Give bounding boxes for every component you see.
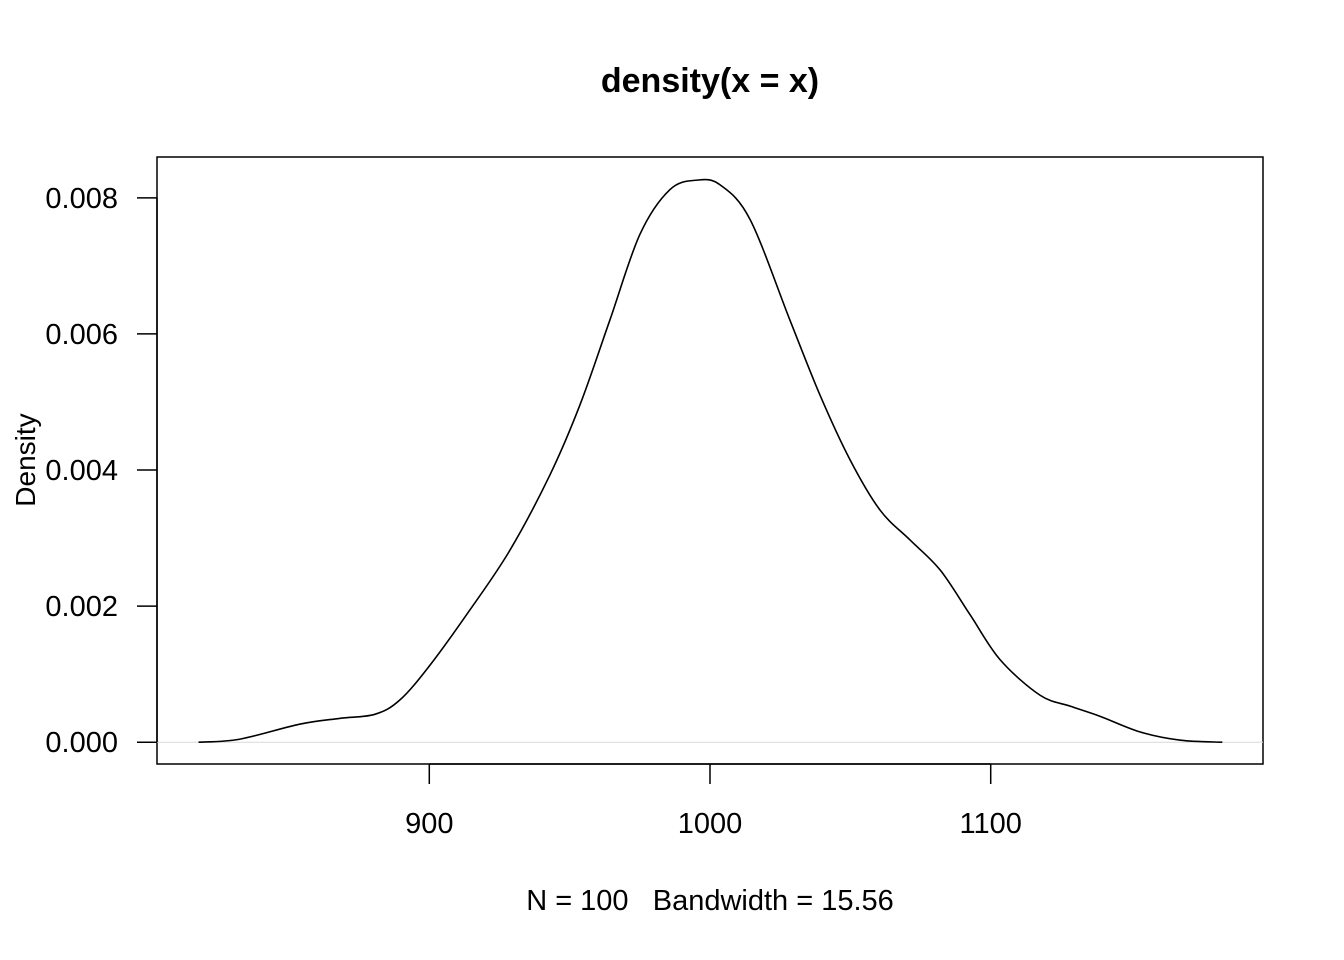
- x-axis-label: N = 100 Bandwidth = 15.56: [526, 885, 894, 917]
- y-tick-label: 0.000: [45, 727, 118, 759]
- y-tick-label: 0.004: [45, 455, 118, 487]
- x-tick-label: 1000: [678, 808, 743, 840]
- y-tick-label: 0.006: [45, 319, 118, 351]
- density-curve: [198, 178, 1223, 744]
- chart-title: density(x = x): [601, 62, 819, 100]
- x-tick-label: 900: [405, 808, 453, 840]
- y-axis-label: Density: [10, 413, 41, 506]
- y-tick-label: 0.002: [45, 591, 118, 623]
- plot-frame: [156, 156, 1264, 765]
- y-axis: 0.000 0.002 0.004 0.006 0.008: [45, 183, 158, 759]
- y-tick-label: 0.008: [45, 183, 118, 215]
- x-axis: 900 1000 1100: [405, 763, 1022, 840]
- x-tick-label: 1100: [960, 808, 1022, 840]
